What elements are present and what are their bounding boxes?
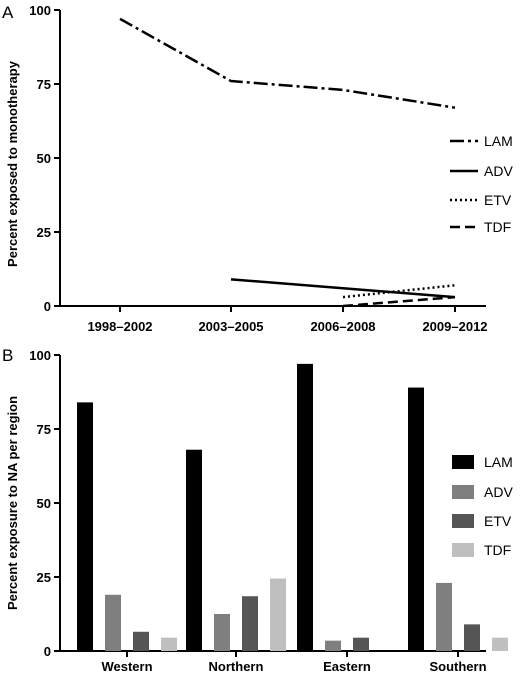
panel-b-legend-label: LAM	[484, 454, 513, 470]
panel-b-legend-swatch-lam	[452, 455, 474, 469]
panel-a-y-tick-label: 50	[37, 151, 51, 166]
panel-b-bar-tdf	[492, 637, 508, 651]
panel-a-x-tick-label: 2003–2005	[198, 319, 263, 334]
panel-b-legend: LAM ADV ETV TDF	[452, 454, 513, 558]
panel-b-y-tick-label: 50	[37, 496, 51, 511]
panel-b-legend-swatch-adv	[452, 485, 474, 499]
panel-a-y-tick-label: 25	[37, 225, 51, 240]
panel-b-legend-label: TDF	[484, 542, 511, 558]
panel-b-bar-lam	[408, 387, 424, 651]
panel-b-bar-etv	[353, 637, 369, 651]
panel-b-bar-etv	[242, 596, 258, 651]
panel-a-label: A	[2, 3, 14, 22]
panel-a-y-tick-label: 0	[44, 299, 51, 314]
panel-a-series-line-lam	[119, 17, 456, 109]
panel-b-bars	[77, 363, 508, 651]
panel-a-x-tick-label: 1998–2002	[87, 319, 152, 334]
panel-b-bar-tdf	[270, 578, 286, 651]
panel-b-bar-adv	[214, 614, 230, 651]
panel-a-x-tick-label: 2006–2008	[310, 319, 375, 334]
panel-a-y-tick-label: 75	[37, 77, 51, 92]
panel-b-bar-adv	[325, 640, 341, 651]
panel-b-x-tick-label: Eastern	[323, 659, 371, 674]
panel-a-series-line-adv	[230, 278, 456, 299]
panel-b-bar-adv	[105, 594, 121, 651]
panel-a-line-chart: A Percent exposed to monotherapy 0 25 50 75…	[2, 3, 513, 334]
panel-b-y-tick-label: 0	[44, 644, 51, 659]
panel-a-legend-label: ADV	[484, 163, 513, 179]
panel-b-bar-tdf	[161, 637, 177, 651]
panel-b-legend-swatch-etv	[452, 514, 474, 528]
panel-b-y-axis-label: Percent exposure to NA per region	[5, 396, 20, 610]
panel-b-legend-swatch-tdf	[452, 543, 474, 557]
panel-b-x-tick-label: Western	[101, 659, 152, 674]
panel-b-bar-lam	[77, 402, 93, 651]
panel-a-legend-label: LAM	[484, 133, 513, 149]
panel-a-series-line-etv	[342, 284, 456, 299]
panel-b-axes: 0 25 50 75 100 Western Northern Eastern Southern	[29, 348, 486, 674]
panel-b-bar-etv	[464, 624, 480, 651]
panel-a-series-lines	[119, 17, 456, 308]
panel-a-legend: LAM ADV ETV TDF	[450, 133, 513, 235]
panel-b-bar-adv	[436, 582, 452, 651]
panel-b-x-tick-label: Northern	[209, 659, 264, 674]
panel-b-label: B	[2, 346, 13, 365]
panel-a-series-line-tdf	[342, 295, 456, 308]
panel-b-bar-etv	[133, 631, 149, 651]
panel-a-legend-label: TDF	[484, 219, 511, 235]
panel-b-bar-chart: B Percent exposure to NA per region 0 25 5…	[2, 346, 513, 674]
panel-a-legend-label: ETV	[484, 192, 512, 208]
panel-b-y-tick-label: 100	[29, 348, 51, 363]
panel-b-legend-label: ETV	[484, 513, 512, 529]
panel-b-bar-lam	[186, 449, 202, 651]
panel-a-axes: 0 25 50 75 100 1998–2002 2003–2005 2006–2008 200…	[29, 3, 487, 334]
panel-b-y-tick-label: 25	[37, 570, 51, 585]
panel-b-bar-lam	[297, 363, 313, 651]
panel-a-x-tick-label: 2009–2012	[422, 319, 487, 334]
panel-a-y-tick-label: 100	[29, 3, 51, 18]
panel-a-y-axis-label: Percent exposed to monotherapy	[5, 60, 20, 267]
panel-b-y-tick-label: 75	[37, 422, 51, 437]
panel-b-x-tick-label: Southern	[429, 659, 486, 674]
panel-b-legend-label: ADV	[484, 484, 513, 500]
